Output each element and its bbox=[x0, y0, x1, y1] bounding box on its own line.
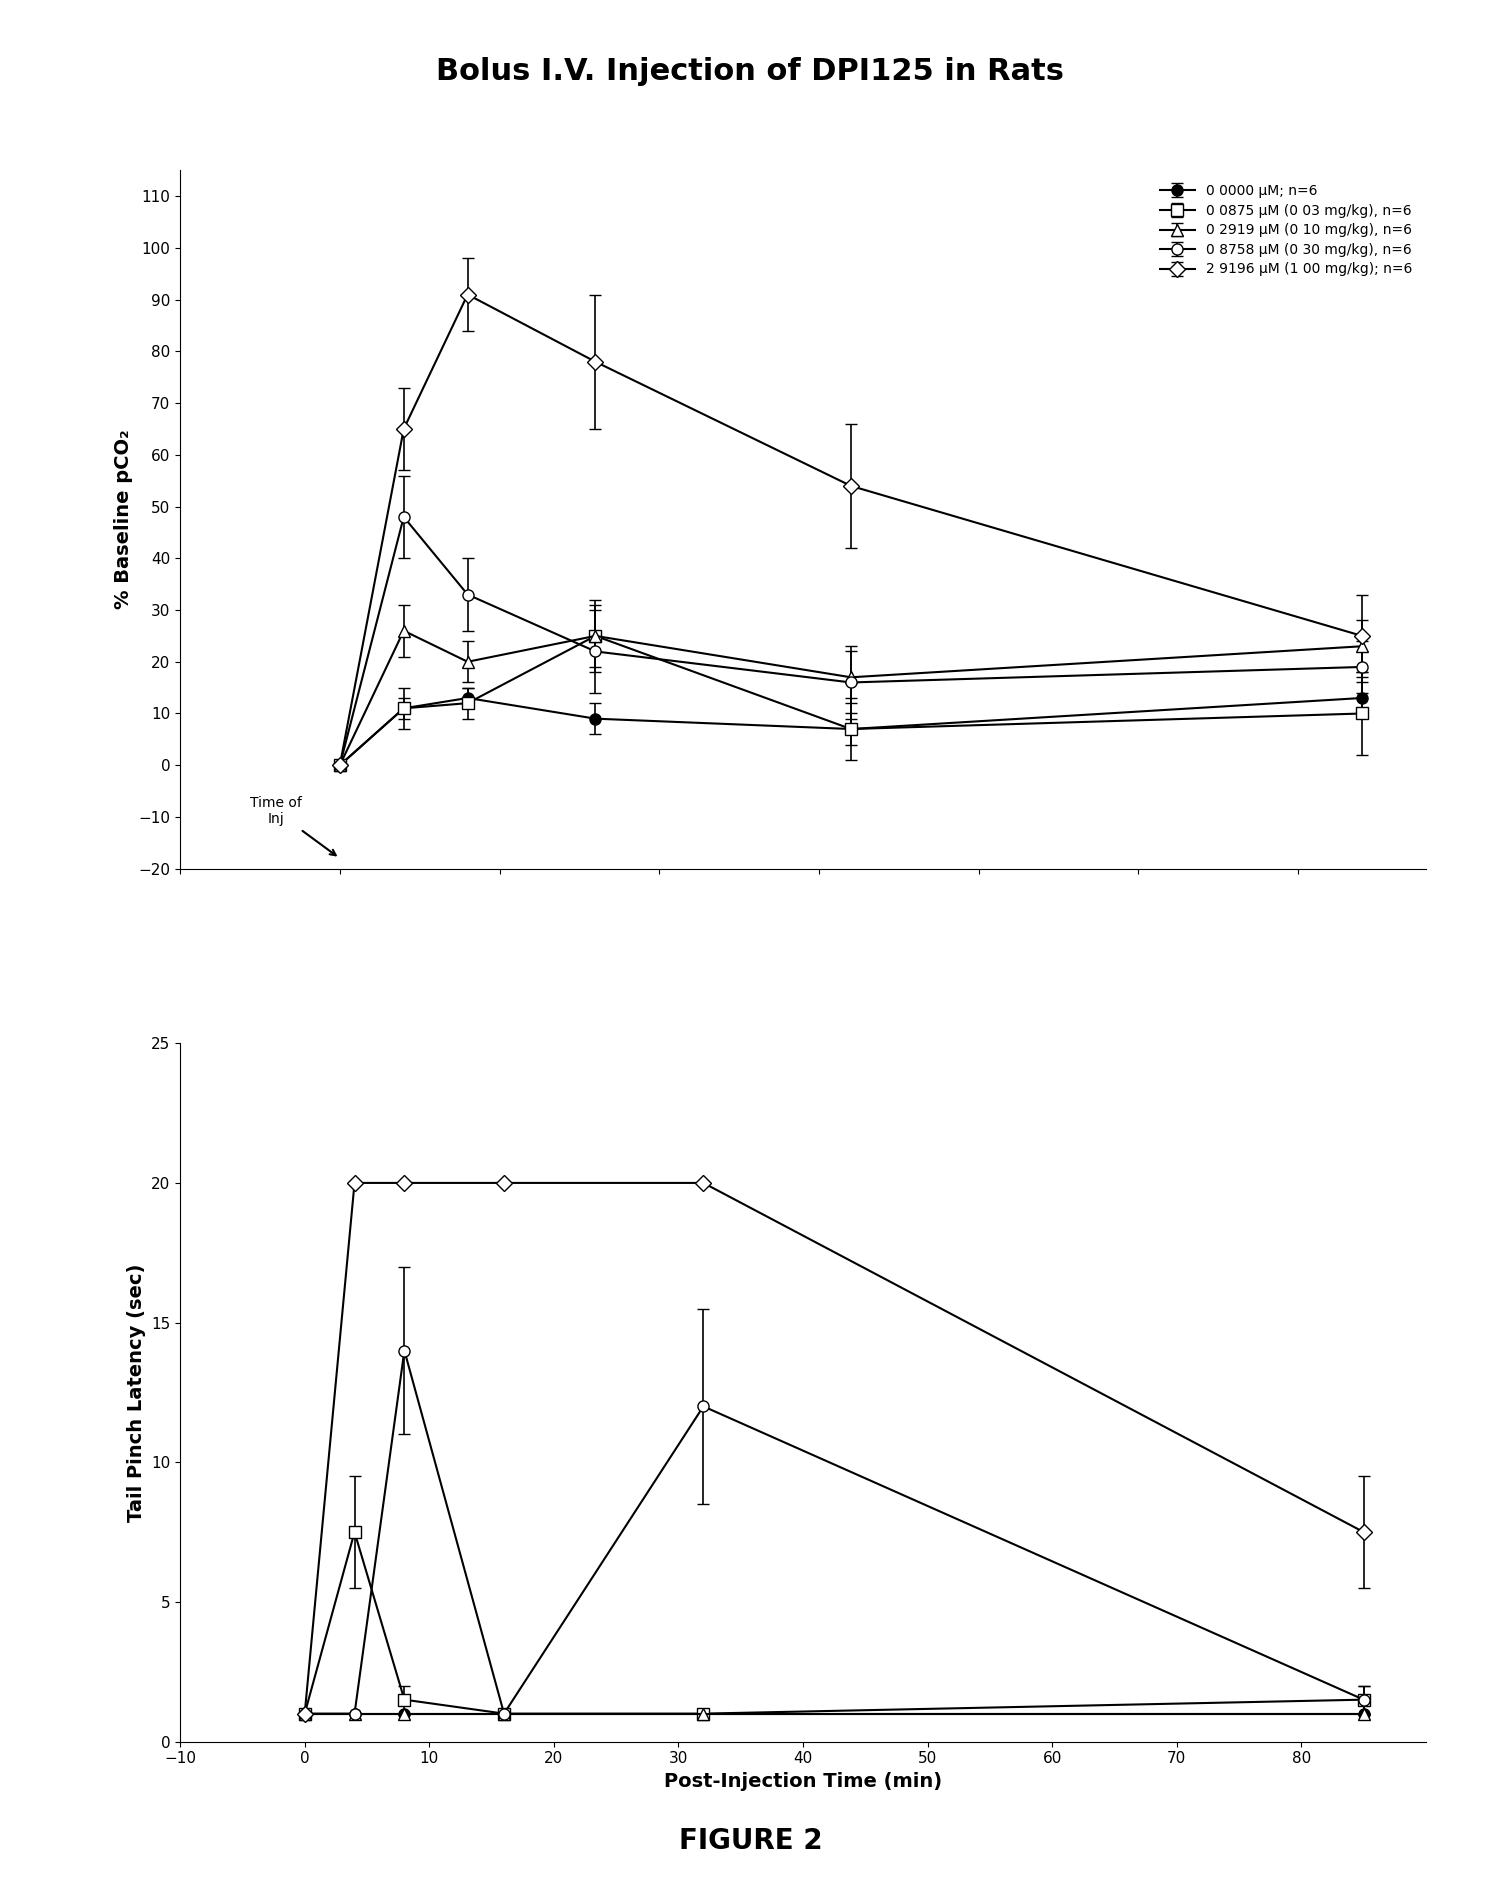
Text: FIGURE 2: FIGURE 2 bbox=[678, 1827, 823, 1855]
Y-axis label: % Baseline pCO₂: % Baseline pCO₂ bbox=[114, 430, 134, 610]
X-axis label: Post-Injection Time (min): Post-Injection Time (min) bbox=[663, 1772, 943, 1791]
Legend: 0 0000 μM; n=6, 0 0875 μM (0 03 mg/kg), n=6, 0 2919 μM (0 10 mg/kg), n=6, 0 8758: 0 0000 μM; n=6, 0 0875 μM (0 03 mg/kg), … bbox=[1153, 178, 1418, 284]
Y-axis label: Tail Pinch Latency (sec): Tail Pinch Latency (sec) bbox=[126, 1263, 146, 1522]
Text: Bolus I.V. Injection of DPI125 in Rats: Bolus I.V. Injection of DPI125 in Rats bbox=[437, 57, 1064, 85]
Text: Time of
Inj: Time of Inj bbox=[251, 797, 336, 856]
